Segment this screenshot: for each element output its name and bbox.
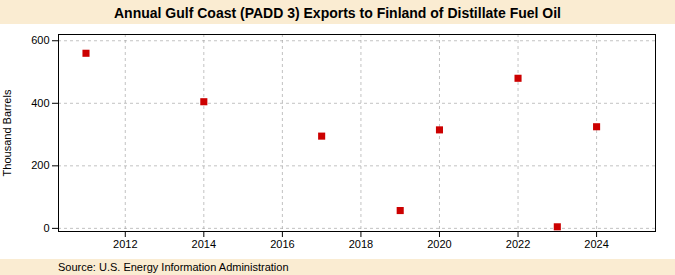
- svg-text:2012: 2012: [113, 238, 137, 250]
- svg-text:400: 400: [31, 97, 49, 109]
- html-text:Source: U.S. Energy Informatio: Source: U.S. Energy Information Administ…: [58, 261, 289, 273]
- svg-text:Thousand Barrels: Thousand Barrels: [1, 89, 13, 176]
- svg-text:2014: 2014: [192, 238, 216, 250]
- svg-text:200: 200: [31, 159, 49, 171]
- svg-text:2016: 2016: [270, 238, 294, 250]
- svg-text:2018: 2018: [349, 238, 373, 250]
- svg-text:0: 0: [43, 222, 49, 234]
- svg-text:600: 600: [31, 34, 49, 46]
- svg-text:2022: 2022: [506, 238, 530, 250]
- svg-text:2024: 2024: [584, 238, 608, 250]
- svg-text:2020: 2020: [427, 238, 451, 250]
- html-text:Annual Gulf Coast (PADD 3) Exp: Annual Gulf Coast (PADD 3) Exports to Fi…: [114, 5, 561, 21]
